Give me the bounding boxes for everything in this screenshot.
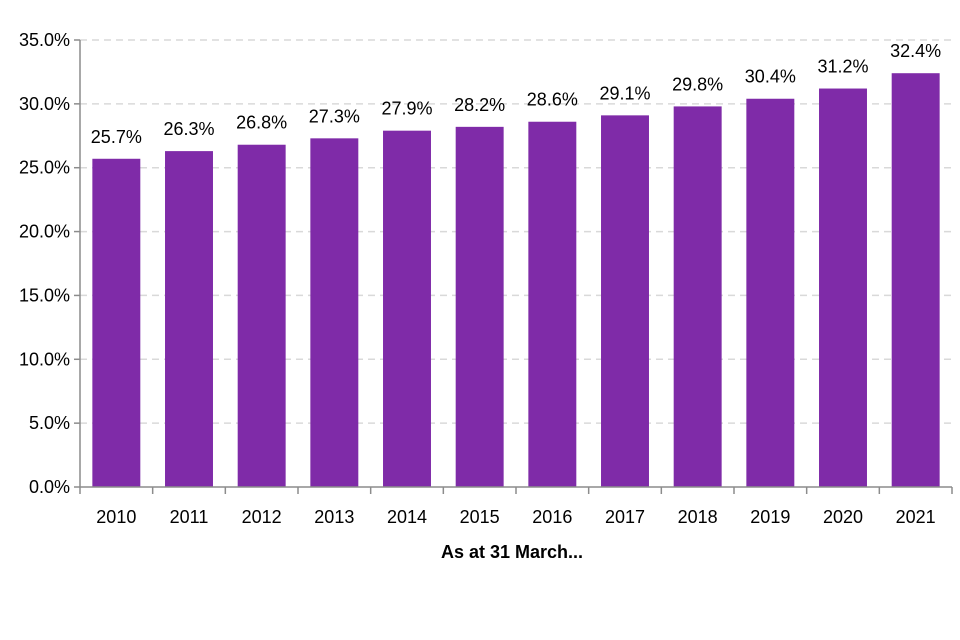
data-label-2015: 28.2% [454,95,505,115]
axes [74,39,953,494]
x-tick-label: 2011 [170,507,209,527]
y-tick-labels: 0.0% 5.0% 10.0% 15.0% 20.0% 25.0% 30.0% 35.0% [19,30,70,497]
x-tick-label: 2015 [460,507,500,527]
y-tick-label: 25.0% [19,158,70,178]
bar-2018 [673,106,722,487]
y-tick-label: 10.0% [19,349,70,369]
bar-2021 [891,73,940,487]
bar-2016 [528,121,577,487]
data-label-2017: 29.1% [599,83,650,103]
y-tick-label: 35.0% [19,30,70,50]
data-label-2016: 28.6% [527,90,578,110]
x-tick-label: 2016 [532,507,572,527]
x-tick-label: 2017 [605,507,645,527]
x-tick-labels: 2010 2011 2012 2013 2014 2015 2016 2017 2018 2019… [96,507,935,527]
bar-2012 [237,144,286,487]
bar-2014 [383,130,431,488]
data-label-2010: 25.7% [91,127,142,147]
bar-2010 [92,158,141,487]
bar-2020 [819,88,867,487]
data-label-2021: 32.4% [890,41,941,61]
y-tick-label: 5.0% [29,413,70,433]
x-tick-label: 2013 [314,507,354,527]
y-tick-label: 30.0% [19,94,70,114]
y-tick-label: 0.0% [29,477,70,497]
bars [92,73,940,488]
bar-2019 [746,98,795,488]
bar-2013 [310,138,359,487]
x-tick-label: 2020 [823,507,863,527]
data-label-2012: 26.8% [236,113,287,133]
x-tick-label: 2010 [96,507,136,527]
bar-2015 [455,126,504,488]
x-tick-label: 2014 [387,507,427,527]
data-label-2011: 26.3% [163,119,214,139]
data-label-2018: 29.8% [672,74,723,94]
data-label-2013: 27.3% [309,106,360,126]
x-tick-label: 2021 [896,507,936,527]
y-tick-label: 20.0% [19,222,70,242]
x-tick-label: 2018 [678,507,718,527]
x-tick-label: 2019 [750,507,790,527]
gridlines [80,39,952,424]
data-label-2014: 27.9% [381,99,432,119]
bar-2011 [165,151,213,487]
data-label-2020: 31.2% [817,57,868,77]
bar-2017 [601,115,649,487]
y-tick-label: 15.0% [19,285,70,305]
data-labels: 25.7% 26.3% 26.8% 27.3% 27.9% 28.2% 28.6% 29.1%… [91,41,941,147]
data-label-2019: 30.4% [745,67,796,87]
x-axis-title: As at 31 March... [441,542,583,562]
x-tick-label: 2012 [242,507,282,527]
